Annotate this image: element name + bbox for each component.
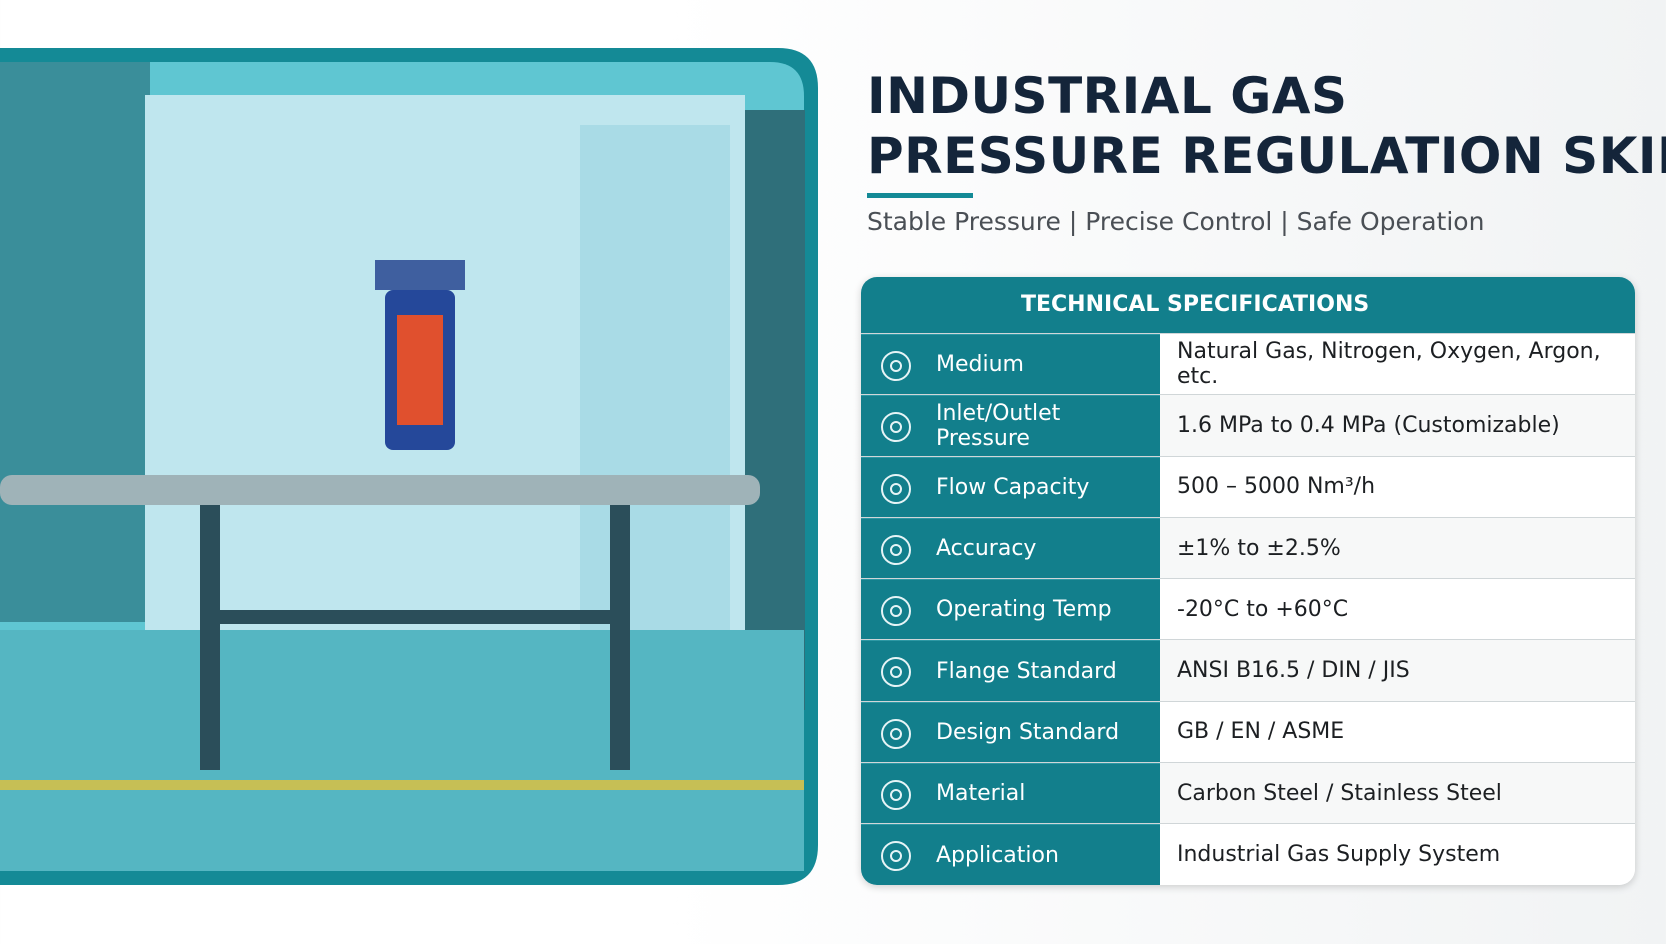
spec-row: Operating Temp -20°C to +60°C bbox=[861, 578, 1635, 640]
spec-row: Material Carbon Steel / Stainless Steel bbox=[861, 762, 1635, 824]
title-line: INDUSTRIAL GAS bbox=[867, 67, 1348, 125]
spec-label: Application bbox=[861, 824, 1160, 885]
spec-label: Accuracy bbox=[861, 517, 1160, 579]
spec-label: Material bbox=[861, 763, 1160, 824]
row-icon bbox=[881, 596, 911, 627]
spec-row: Application Industrial Gas Supply System bbox=[861, 823, 1635, 885]
row-icon bbox=[881, 534, 911, 565]
row-icon bbox=[881, 473, 911, 504]
row-icon bbox=[881, 780, 911, 811]
label-text: Design Standard bbox=[936, 719, 1120, 745]
row-icon bbox=[881, 718, 911, 749]
spec-label: Design Standard bbox=[861, 701, 1160, 763]
label-text: Material bbox=[936, 781, 1026, 807]
label-text: Application bbox=[936, 842, 1059, 868]
spec-row: Inlet/Outlet Pressure 1.6 MPa to 0.4 MPa … bbox=[861, 394, 1635, 456]
title-line: PRESSURE REGULATION SKID bbox=[867, 127, 1666, 185]
spec-value: GB / EN / ASME bbox=[1177, 719, 1345, 745]
label-text: Medium bbox=[936, 352, 1024, 378]
row-icon bbox=[881, 412, 911, 443]
row-icon bbox=[881, 351, 911, 381]
spec-row: Design Standard GB / EN / ASME bbox=[861, 700, 1635, 763]
spec-value: -20°C to +60°C bbox=[1177, 596, 1349, 622]
product-photo bbox=[0, 48, 818, 885]
spec-value: Carbon Steel / Stainless Steel bbox=[1177, 780, 1502, 806]
row-icon bbox=[881, 657, 911, 688]
spec-table: TECHNICAL SPECIFICATIONS Medium Natural G… bbox=[861, 277, 1635, 885]
title: INDUSTRIAL GAS PRESSURE REGULATION SKID bbox=[867, 66, 1666, 186]
spec-value: ±1% to ±2.5% bbox=[1177, 535, 1341, 561]
spec-label: Flange Standard bbox=[861, 640, 1160, 701]
spec-value: 1.6 MPa to 0.4 MPa (Customizable) bbox=[1177, 412, 1560, 438]
label-text: Accuracy bbox=[936, 536, 1037, 562]
label-text: Flange Standard bbox=[936, 658, 1117, 684]
spec-row: Flange Standard ANSI B16.5 / DIN / JIS bbox=[861, 639, 1635, 701]
spec-value: ANSI B16.5 / DIN / JIS bbox=[1177, 658, 1410, 684]
spec-value: 500 – 5000 Nm³/h bbox=[1177, 474, 1376, 500]
spec-row: Flow Capacity 500 – 5000 Nm³/h bbox=[861, 455, 1635, 517]
label-text: Operating Temp bbox=[936, 597, 1112, 623]
spec-label: Operating Temp bbox=[861, 579, 1160, 640]
spec-value: Natural Gas, Nitrogen, Oxygen, Argon, et… bbox=[1177, 339, 1601, 390]
subtitle: Stable Pressure | Precise Control | Safe… bbox=[867, 207, 1485, 236]
spec-label: Inlet/Outlet Pressure bbox=[861, 395, 1160, 456]
spec-row: Medium Natural Gas, Nitrogen, Oxygen, Arg… bbox=[861, 333, 1635, 395]
spec-row: Accuracy ±1% to ±2.5% bbox=[861, 516, 1635, 579]
row-icon bbox=[881, 841, 911, 872]
spec-label: Flow Capacity bbox=[861, 456, 1160, 517]
table-title: TECHNICAL SPECIFICATIONS bbox=[861, 277, 1635, 333]
spec-value: Industrial Gas Supply System bbox=[1177, 842, 1501, 868]
label-text: Inlet/Outlet Pressure bbox=[936, 400, 1061, 451]
spec-label: Medium bbox=[861, 334, 1160, 395]
accent-rule bbox=[867, 193, 973, 198]
label-text: Flow Capacity bbox=[936, 474, 1090, 500]
